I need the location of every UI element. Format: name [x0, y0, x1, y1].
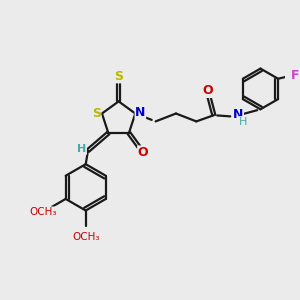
Text: F: F: [291, 69, 300, 82]
Text: O: O: [138, 146, 148, 159]
Text: H: H: [239, 117, 247, 127]
Text: OCH₃: OCH₃: [72, 232, 100, 242]
Text: S: S: [114, 70, 123, 83]
Text: N: N: [233, 108, 243, 122]
Text: H: H: [77, 144, 86, 154]
Text: S: S: [92, 107, 101, 120]
Text: N: N: [135, 106, 146, 118]
Text: O: O: [203, 84, 214, 98]
Text: OCH₃: OCH₃: [29, 207, 57, 217]
